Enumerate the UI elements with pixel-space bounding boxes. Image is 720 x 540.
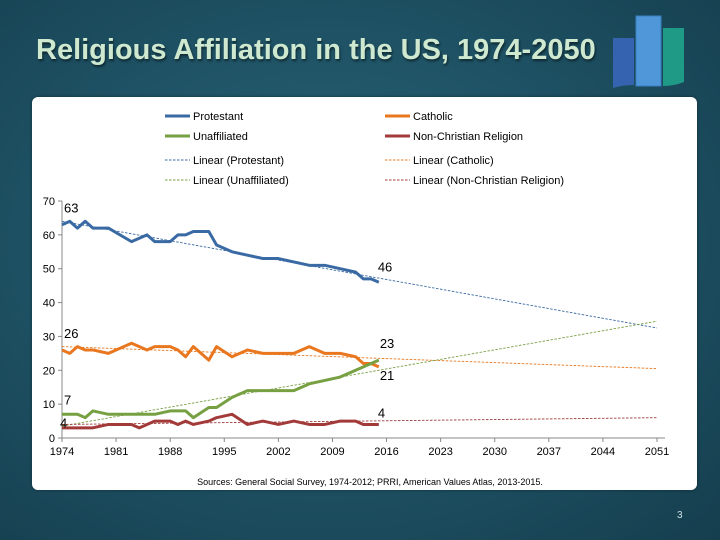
legend-item: Linear (Catholic) [413,155,494,167]
x-tick-label: 2030 [482,446,506,458]
data-label: 63 [64,201,78,216]
data-label: 4 [378,405,385,420]
x-tick-label: 2023 [428,446,452,458]
x-tick-label: 2002 [266,446,290,458]
x-tick-label: 1995 [212,446,236,458]
x-tick-label: 1988 [158,446,182,458]
bar-chart-logo-icon [613,15,684,88]
x-tick-label: 2009 [320,446,344,458]
series-line-protestant [61,219,380,284]
trendline-2 [61,320,658,427]
legend-item: Protestant [193,111,243,123]
y-tick-label: 60 [43,230,55,242]
y-tick-label: 30 [43,331,55,343]
y-tick-label: 10 [43,399,55,411]
chart-panel: 0 10 20 30 40 50 60 70 1974 1981 1988 1995 2002 2009 2… [32,97,697,490]
x-tick-label: 1974 [50,446,74,458]
trendline-3 [61,417,658,425]
series-line-non-christian-religion [62,412,379,430]
y-tick-label: 50 [43,264,55,276]
data-label: 46 [378,259,392,274]
x-tick-label: 2016 [374,446,398,458]
data-label: 23 [380,336,394,351]
x-tick-label: 2037 [537,446,561,458]
legend-item: Linear (Non-Christian Religion) [413,175,564,187]
data-label: 4 [60,415,67,430]
slide-title: Religious Affiliation in the US, 1974-20… [36,34,596,66]
data-label: 21 [380,368,394,383]
x-tick-label: 1981 [104,446,128,458]
y-tick-label: 70 [43,196,55,208]
y-tick-label: 40 [43,298,55,310]
y-tick-label: 0 [49,433,55,445]
series-line-catholic [61,341,380,369]
legend-item: Non-Christian Religion [413,131,523,143]
data-label: 26 [64,326,78,341]
series-line-unaffiliated [62,358,380,420]
page-number: 3 [677,510,683,521]
legend-item: Catholic [413,111,453,123]
x-tick-label: 2051 [645,446,669,458]
legend-item: Unaffiliated [193,131,248,143]
data-label: 7 [64,392,71,407]
x-tick-label: 2044 [591,446,615,458]
trendline-1 [61,346,658,370]
source-note: Sources: General Social Survey, 1974-201… [197,477,543,487]
y-tick-label: 20 [43,365,55,377]
legend-item: Linear (Unaffiliated) [193,175,289,187]
legend-item: Linear (Protestant) [193,155,284,167]
